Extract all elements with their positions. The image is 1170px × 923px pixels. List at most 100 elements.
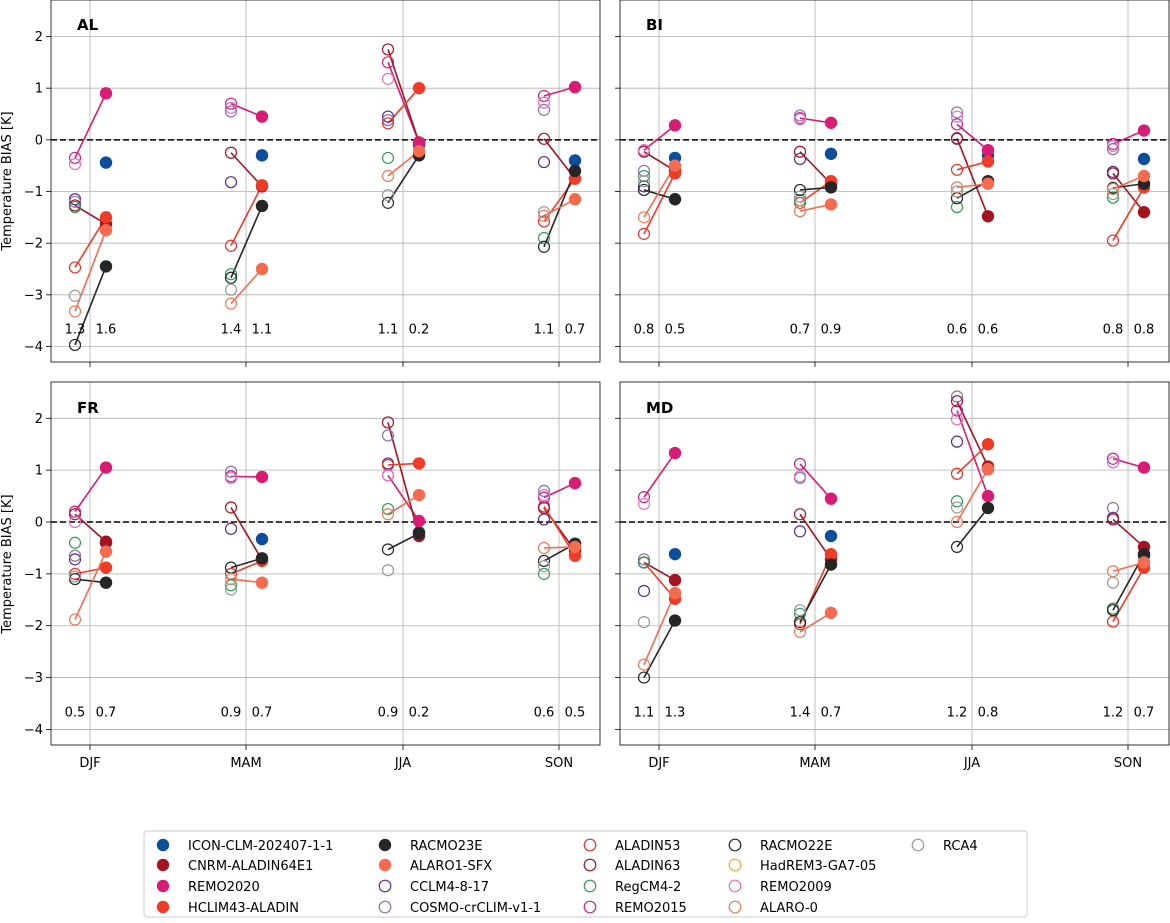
panel-fr-marker-old xyxy=(68,553,82,566)
panel-md-marker-old xyxy=(950,395,964,408)
panel-fr-marker-old xyxy=(224,522,238,535)
panel-fr-ytick-label: 1 xyxy=(35,464,43,479)
panel-fr-ytick-label: −1 xyxy=(24,567,43,582)
panel-fr-marker-old xyxy=(381,416,395,429)
panel-bi-link-line xyxy=(1112,186,1145,241)
panel-al-marker-old xyxy=(68,289,82,302)
panel-al-marker-old xyxy=(224,268,238,281)
panel-al-marker-old xyxy=(224,271,238,284)
panel-md-xtick-label: MAM xyxy=(799,756,830,771)
panel-bi-marker-new xyxy=(824,181,838,194)
panel-al-marker-old xyxy=(381,169,395,183)
panel-fr-marker-new xyxy=(99,561,113,574)
panel-md-marker-new xyxy=(824,492,838,505)
panel-md-marker-old xyxy=(1106,604,1120,617)
legend-marker xyxy=(728,838,742,852)
panel-md-stat-old: 1.2 xyxy=(1103,705,1124,720)
panel-md-marker-old xyxy=(637,615,651,629)
panel-fr-title: FR xyxy=(77,399,99,417)
panel-fr-marker-old xyxy=(381,502,395,516)
panel-bi-stat-old: 0.8 xyxy=(634,322,655,337)
panel-md-stat-old: 1.2 xyxy=(947,705,968,720)
panel-al-title: AL xyxy=(77,16,99,34)
panel-al-marker-old xyxy=(68,200,82,214)
panel-fr-marker-old xyxy=(381,543,395,556)
legend-label: RACMO23E xyxy=(410,839,482,854)
panel-al-stat-new: 0.2 xyxy=(409,322,430,337)
legend-label: RCA4 xyxy=(943,839,978,854)
panel-al-marker-old xyxy=(68,261,82,274)
panel-fr-marker-old xyxy=(381,564,395,577)
legend-marker xyxy=(378,858,392,872)
panel-md-link-line xyxy=(643,452,676,498)
panel-fr-marker-old xyxy=(224,572,238,586)
panel-md-marker-new xyxy=(668,446,682,460)
panel-md-marker-old xyxy=(950,501,964,514)
legend-marker xyxy=(583,838,597,852)
panel-fr-link-line xyxy=(387,474,420,522)
panel-md-marker-old xyxy=(637,658,651,671)
panel-md-marker-new xyxy=(981,438,995,451)
panel-md-link-line xyxy=(956,410,989,497)
panel-bi-marker-old xyxy=(1106,167,1120,180)
panel-bi-marker-old xyxy=(637,183,651,197)
panel-bi-stat-new: 0.6 xyxy=(978,322,999,337)
panel-bi-stat-old: 0.6 xyxy=(947,322,968,337)
legend-marker xyxy=(378,900,392,914)
panel-fr-marker-old xyxy=(381,508,395,521)
panel-md-marker-new xyxy=(824,547,838,561)
panel-fr-marker-new xyxy=(255,532,269,546)
panel-al-marker-old xyxy=(224,283,238,296)
panel-bi-marker-old xyxy=(950,106,964,119)
panel-al-link-line xyxy=(74,92,107,159)
panel-md-marker-old xyxy=(950,467,964,480)
panel-fr-stat-old: 0.9 xyxy=(378,705,399,720)
panel-md-marker-old xyxy=(793,457,807,471)
panel-al-marker-new xyxy=(99,224,113,237)
panel-bi-marker-new xyxy=(981,143,995,157)
panel-fr-marker-new xyxy=(255,576,269,589)
panel-md-marker-new xyxy=(981,501,995,515)
panel-al xyxy=(46,0,601,367)
panel-al-ytick-label: −4 xyxy=(24,340,43,355)
legend-marker xyxy=(728,879,742,893)
panel-bi-marker-old xyxy=(793,190,807,203)
panel-bi-stat-new: 0.9 xyxy=(821,322,842,337)
panel-fr-marker-new xyxy=(99,576,113,589)
panel-al-ytick-label: −1 xyxy=(24,185,43,200)
panel-bi-marker-new xyxy=(981,155,995,168)
panel-bi-link-line xyxy=(1112,172,1145,213)
panel-bi-marker-new xyxy=(824,116,838,129)
legend-marker xyxy=(583,858,597,872)
panel-md-marker-old xyxy=(950,540,964,554)
panel-md-marker-old xyxy=(793,604,807,617)
legend-label: RegCM4-2 xyxy=(615,880,681,895)
panel-al-marker-old xyxy=(537,89,551,103)
panel-fr-marker-old xyxy=(68,515,82,529)
panel-al-marker-old xyxy=(381,72,395,85)
panel-al-marker-new xyxy=(412,136,426,149)
panel-md-marker-new xyxy=(981,489,995,503)
panel-md-marker-old xyxy=(793,525,807,538)
panel-md-marker-old xyxy=(950,404,964,417)
panel-md-title: MD xyxy=(646,399,673,417)
panel-fr-xtick-label: JJA xyxy=(394,756,411,771)
panel-fr xyxy=(46,381,601,750)
panel-bi-marker-old xyxy=(637,164,651,177)
panel-bi-link-line xyxy=(643,124,676,151)
panel-al-marker-old xyxy=(381,196,395,209)
panel-al-marker-old xyxy=(381,151,395,165)
panel-bi-marker-old xyxy=(950,185,964,198)
panel-fr-ytick-label: 2 xyxy=(35,412,43,427)
panel-al-marker-old xyxy=(68,158,82,171)
panel-al-marker-old xyxy=(224,101,238,114)
panel-md-link-line xyxy=(799,463,832,500)
panel-fr-stat-new: 0.7 xyxy=(252,705,273,720)
panel-bi-marker-old xyxy=(637,175,651,188)
panel-bi-marker-new xyxy=(668,193,682,206)
panel-md-marker-old xyxy=(637,584,651,598)
panel-al-stat-old: 1.3 xyxy=(65,322,86,337)
panel-al-frame xyxy=(50,0,601,363)
panel-fr-marker-old xyxy=(537,554,551,568)
